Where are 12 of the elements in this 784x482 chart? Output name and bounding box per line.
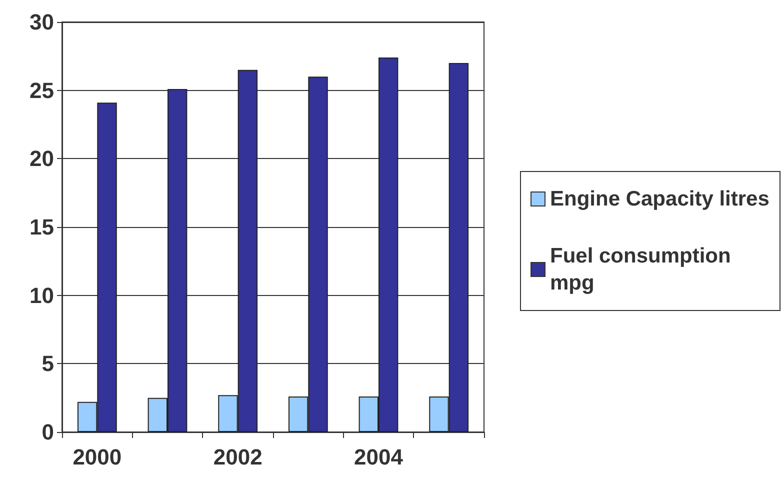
x-tick-label: 2000 [72,444,122,470]
y-tick-label: 10 [30,282,54,308]
x-tick-label: 2002 [213,444,262,470]
y-tick-label: 5 [42,351,54,376]
y-tick-label: 25 [30,78,54,103]
y-tick-label: 15 [30,214,54,240]
y-tick-label: 0 [42,420,54,444]
x-tick-label: 2004 [354,444,404,470]
y-tick-label: 20 [30,146,54,172]
y-tick-label: 30 [30,10,54,34]
legend-label: Engine Capacity litres [550,188,770,210]
legend-label: Fuel consumption mpg [550,244,737,294]
